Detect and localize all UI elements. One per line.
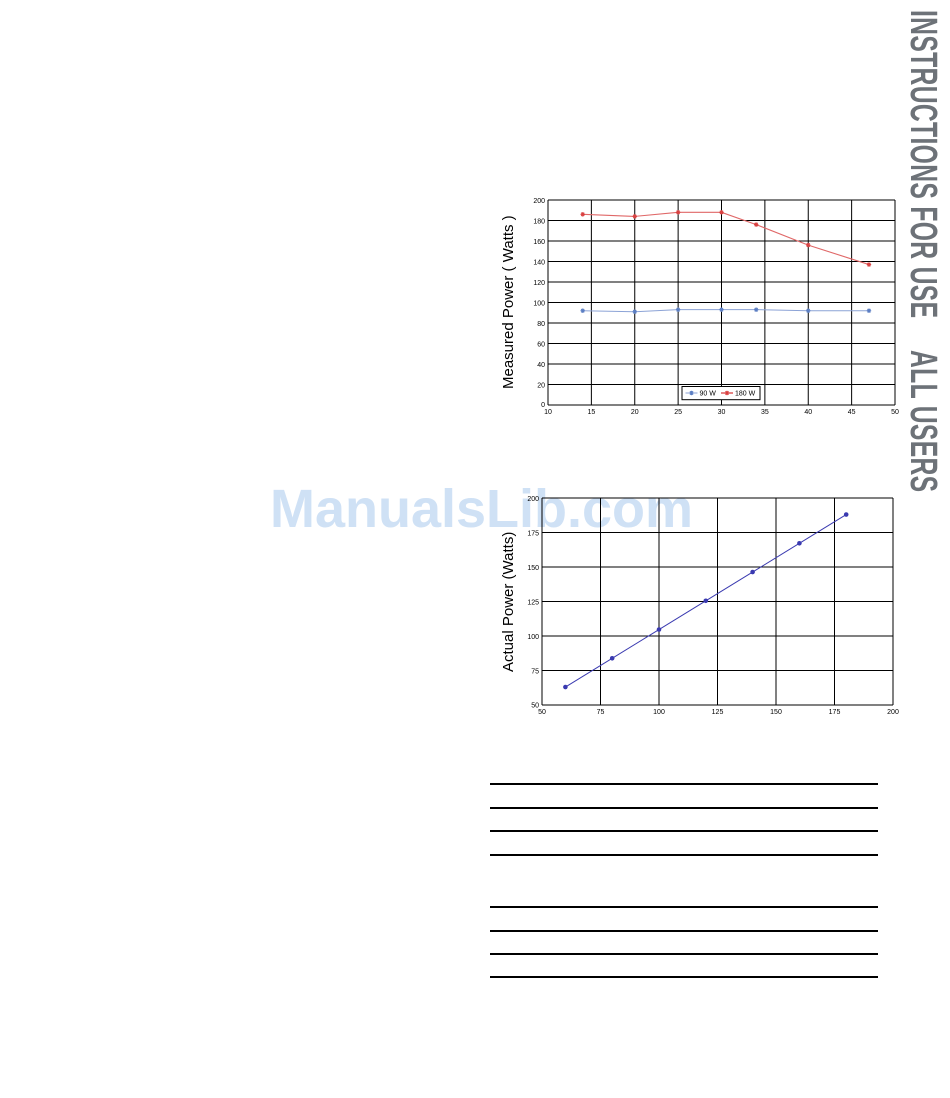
svg-text:20: 20 [537, 383, 545, 390]
svg-text:150: 150 [527, 565, 539, 572]
svg-text:0: 0 [541, 402, 545, 409]
svg-text:40: 40 [537, 362, 545, 369]
svg-text:45: 45 [848, 409, 856, 416]
svg-text:175: 175 [829, 709, 841, 716]
svg-text:35: 35 [761, 409, 769, 416]
svg-text:10: 10 [544, 409, 552, 416]
svg-text:100: 100 [527, 634, 539, 641]
svg-text:125: 125 [712, 709, 724, 716]
svg-text:25: 25 [674, 409, 682, 416]
svg-text:100: 100 [533, 301, 545, 308]
svg-text:160: 160 [533, 239, 545, 246]
svg-text:125: 125 [527, 600, 539, 607]
svg-text:200: 200 [533, 198, 545, 205]
svg-text:150: 150 [770, 709, 782, 716]
svg-text:60: 60 [537, 342, 545, 349]
svg-text:180: 180 [533, 219, 545, 226]
svg-text:140: 140 [533, 260, 545, 267]
svg-text:30: 30 [718, 409, 726, 416]
svg-text:20: 20 [631, 409, 639, 416]
svg-text:50: 50 [891, 409, 899, 416]
svg-text:175: 175 [527, 531, 539, 538]
svg-text:200: 200 [527, 496, 539, 503]
svg-text:180 W: 180 W [735, 391, 756, 398]
svg-text:15: 15 [587, 409, 595, 416]
svg-text:100: 100 [653, 709, 665, 716]
svg-text:75: 75 [531, 669, 539, 676]
svg-text:200: 200 [887, 709, 899, 716]
svg-text:80: 80 [537, 321, 545, 328]
svg-text:75: 75 [597, 709, 605, 716]
svg-text:90 W: 90 W [700, 391, 717, 398]
svg-text:120: 120 [533, 280, 545, 287]
svg-text:40: 40 [804, 409, 812, 416]
svg-text:50: 50 [538, 709, 546, 716]
